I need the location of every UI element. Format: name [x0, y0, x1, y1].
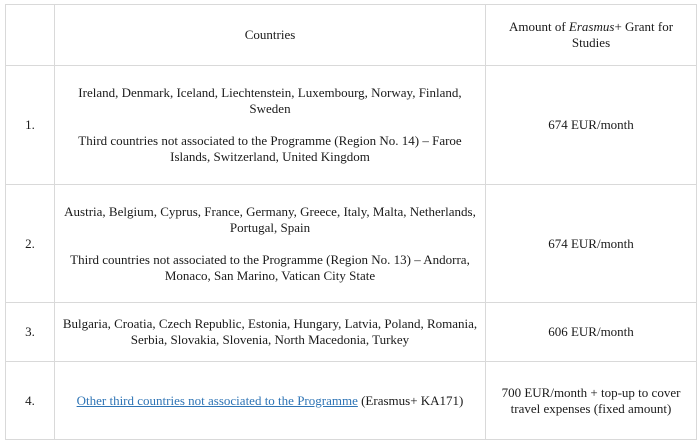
- header-amount-prefix: Amount of: [508, 19, 569, 34]
- row-number-cell: 2.: [5, 184, 55, 303]
- header-countries-cell: Countries: [54, 4, 486, 66]
- row-amount-cell: 606 EUR/month: [485, 302, 697, 362]
- countries-after-link-text: (Erasmus+ KA171): [357, 392, 464, 408]
- countries-main-text: Austria, Belgium, Cyprus, France, German…: [64, 203, 476, 235]
- header-amount-suffix: + Grant for Studies: [571, 19, 674, 50]
- row-amount-cell: 674 EUR/month: [485, 65, 697, 185]
- row-countries-cell: Austria, Belgium, Cyprus, France, German…: [54, 184, 486, 303]
- table-row: 3. Bulgaria, Croatia, Czech Republic, Es…: [5, 302, 697, 362]
- other-third-countries-link[interactable]: Other third countries not associated to …: [76, 392, 358, 408]
- row-amount-cell: 700 EUR/month + top-up to cover travel e…: [485, 361, 697, 440]
- erasmus-grant-table: Countries Amount of Erasmus+ Grant for S…: [5, 4, 697, 440]
- table-header-row: Countries Amount of Erasmus+ Grant for S…: [5, 4, 697, 66]
- row-countries-cell: Ireland, Denmark, Iceland, Liechtenstein…: [54, 65, 486, 185]
- header-amount-cell: Amount of Erasmus+ Grant for Studies: [485, 4, 697, 66]
- row-countries-cell: Bulgaria, Croatia, Czech Republic, Eston…: [54, 302, 486, 362]
- row-number-cell: 4.: [5, 361, 55, 440]
- table-row: 1. Ireland, Denmark, Iceland, Liechtenst…: [5, 65, 697, 185]
- row-amount-cell: 674 EUR/month: [485, 184, 697, 303]
- row-number-cell: 3.: [5, 302, 55, 362]
- row-countries-cell: Other third countries not associated to …: [54, 361, 486, 440]
- table-row: 2. Austria, Belgium, Cyprus, France, Ger…: [5, 184, 697, 303]
- countries-main-text: Ireland, Denmark, Iceland, Liechtenstein…: [78, 85, 462, 116]
- countries-extra-text: Third countries not associated to the Pr…: [78, 133, 462, 164]
- countries-extra-text: Third countries not associated to the Pr…: [70, 251, 470, 283]
- header-amount-italic: Erasmus: [568, 19, 615, 34]
- header-number-cell: [5, 4, 55, 66]
- row-number-cell: 1.: [5, 65, 55, 185]
- countries-main-text: Bulgaria, Croatia, Czech Republic, Eston…: [62, 316, 478, 347]
- table-row: 4. Other third countries not associated …: [5, 361, 697, 440]
